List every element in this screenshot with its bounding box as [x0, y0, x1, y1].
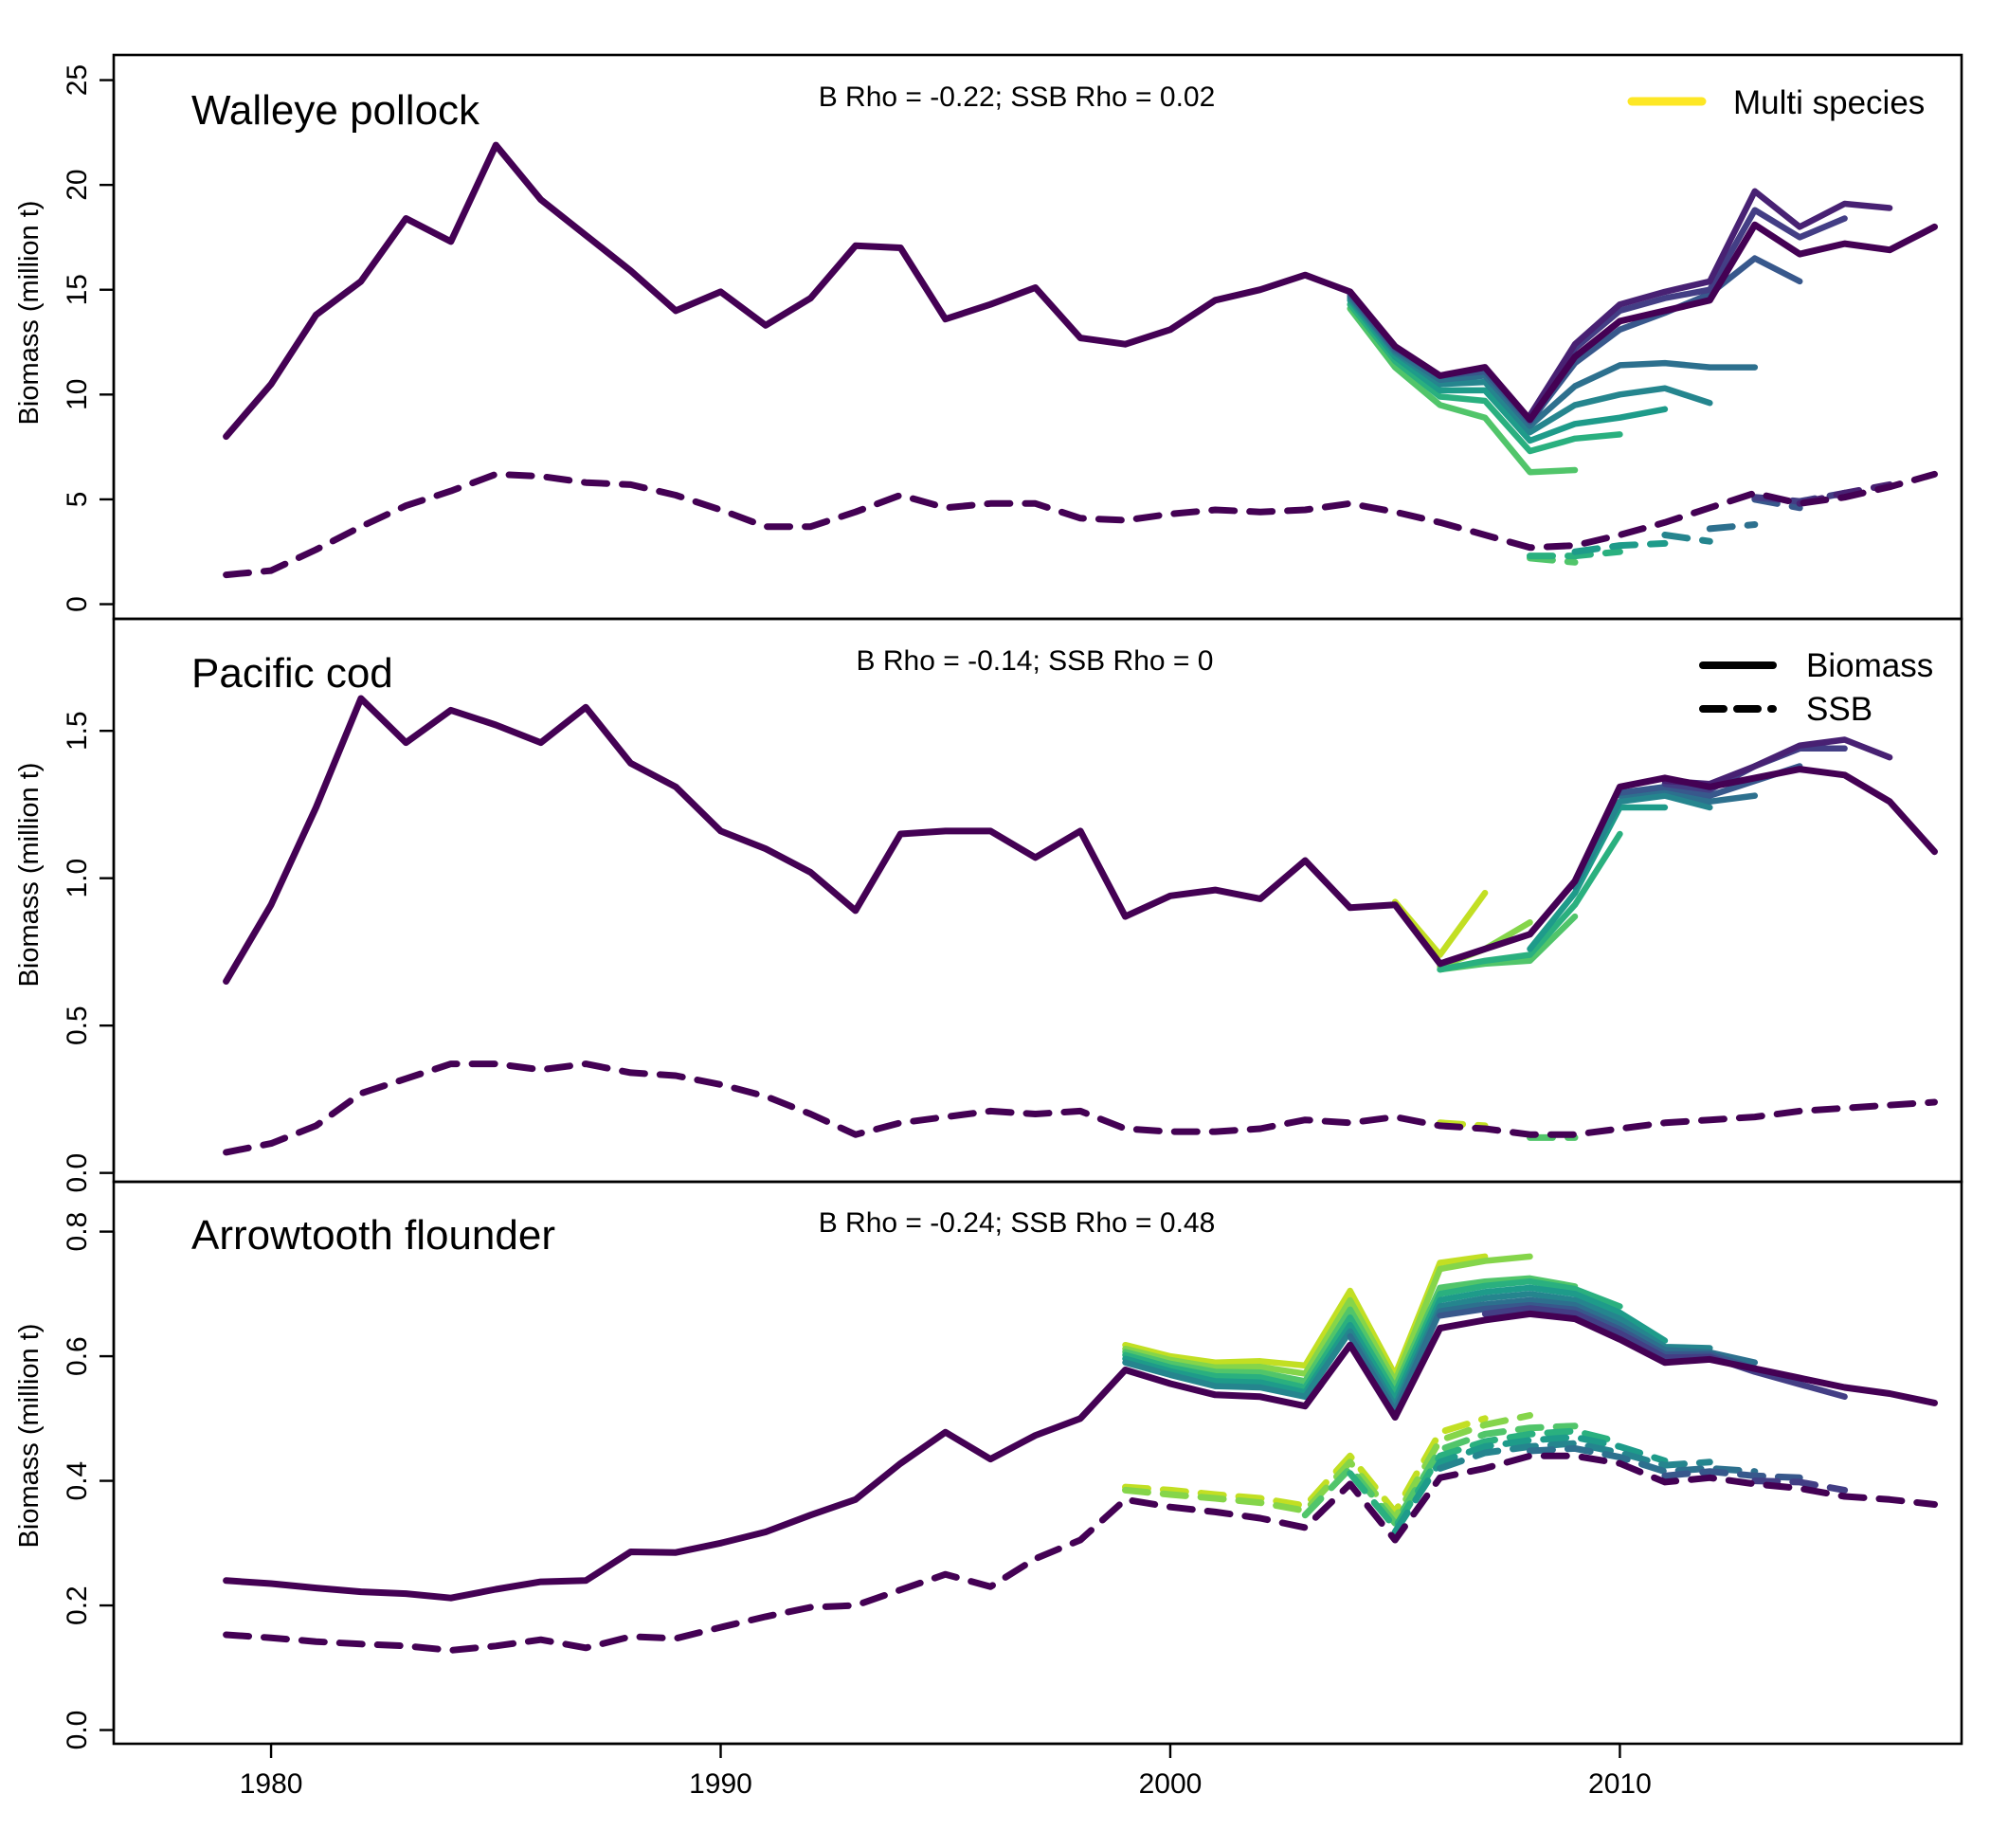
y-tick-label: 0.0 — [62, 1711, 93, 1750]
ssb-retro-2010 — [1527, 548, 1623, 560]
biomass-retro-2010 — [1347, 300, 1623, 455]
biomass-retro-2012 — [1571, 792, 1713, 891]
legend-line-type: Biomass SSB — [1699, 647, 1933, 728]
legend-ssb-label: SSB — [1806, 691, 1872, 728]
y-axis-label: Biomass (million t) — [14, 1324, 45, 1549]
x-axis: 1980 1990 2000 2010 — [240, 1742, 1652, 1800]
ssb-retro-2011 — [1571, 539, 1669, 555]
ssb-retro-2012 — [1437, 1440, 1713, 1472]
biomass-retro-2010 — [1122, 1277, 1623, 1397]
series-layer — [223, 141, 1938, 579]
ssb-retro-2015 — [1751, 1477, 1849, 1494]
plot-area — [223, 695, 1938, 1156]
x-tick-label: 2000 — [1139, 1768, 1203, 1800]
legend-biomass-label: Biomass — [1806, 647, 1933, 684]
ssb-base — [223, 1452, 1938, 1654]
y-axis: 0.0 0.5 1.0 1.5 — [62, 711, 116, 1193]
y-tick-label: 1.5 — [62, 711, 93, 751]
biomass-retro-2011 — [1347, 297, 1669, 444]
ssb-retro-2013 — [1527, 1444, 1759, 1476]
biomass-retro-2008 — [1122, 1253, 1533, 1385]
y-tick-label: 25 — [62, 64, 93, 96]
y-tick-label: 15 — [62, 274, 93, 305]
ssb-retro-2013 — [1706, 521, 1759, 533]
plot-area — [223, 1253, 1938, 1654]
biomass-base — [223, 141, 1938, 441]
panel-title: Walleye pollock — [191, 87, 480, 134]
panel-title: Arrowtooth flounder — [191, 1212, 555, 1259]
panel-title: Pacific cod — [191, 650, 393, 697]
y-tick-label: 0.5 — [62, 1006, 93, 1045]
series-layer — [223, 1253, 1938, 1654]
biomass-retro-2016 — [1527, 188, 1893, 419]
ssb-retro-2014 — [1661, 1468, 1803, 1481]
x-tick-label: 2010 — [1588, 1768, 1652, 1800]
biomass-retro-2013 — [1347, 1296, 1759, 1415]
legend-multi-species: Multi species — [1627, 84, 1925, 121]
x-tick-label: 1980 — [240, 1768, 303, 1800]
legend-multi-species-label: Multi species — [1733, 84, 1925, 121]
y-tick-label: 0.4 — [62, 1461, 93, 1501]
y-tick-label: 10 — [62, 379, 93, 410]
series-layer — [223, 695, 1938, 1156]
biomass-retro-2009 — [1347, 305, 1579, 476]
ssb-retro-2010 — [1347, 1427, 1623, 1531]
x-tick-label: 1990 — [689, 1768, 752, 1800]
y-tick-label: 0.0 — [62, 1153, 93, 1193]
panel-pacific-cod: 0.0 0.5 1.0 1.5 Pacific cod B Rho = -0.14; … — [14, 645, 1938, 1193]
biomass-base — [223, 695, 1938, 985]
ssb-retro-2012 — [1661, 532, 1713, 545]
y-tick-label: 0.2 — [62, 1585, 93, 1625]
biomass-retro-2015 — [1527, 207, 1848, 421]
y-tick-label: 20 — [62, 169, 93, 200]
biomass-retro-2010 — [1437, 830, 1623, 973]
rho-annotation: B Rho = -0.14; SSB Rho = 0 — [857, 645, 1214, 677]
ssb-base — [223, 1060, 1938, 1156]
ssb-retro-2008 — [1122, 1412, 1533, 1522]
biomass-base — [223, 1310, 1938, 1602]
biomass-retro-2015 — [1481, 1305, 1848, 1401]
y-tick-label: 0.8 — [62, 1212, 93, 1252]
biomass-retro-2009 — [1122, 1275, 1579, 1391]
y-axis-label: Biomass (million t) — [14, 201, 45, 426]
y-axis-label: Biomass (million t) — [14, 763, 45, 987]
ssb-retro-2011 — [1391, 1434, 1669, 1535]
ssb-retro-2007 — [1122, 1415, 1489, 1515]
y-tick-label: 0.6 — [62, 1336, 93, 1376]
plot-area — [223, 141, 1938, 579]
y-tick-label: 0 — [62, 596, 93, 612]
rho-annotation: B Rho = -0.22; SSB Rho = 0.02 — [819, 82, 1216, 113]
y-tick-label: 1.0 — [62, 859, 93, 898]
y-tick-label: 5 — [62, 492, 93, 508]
ssb-base — [223, 470, 1938, 579]
panel-walleye-pollock: 0 5 10 15 20 25 Walleye pollock B Rho = -0.22… — [14, 64, 1938, 612]
ssb-retro-2009 — [1301, 1422, 1579, 1527]
rho-annotation: B Rho = -0.24; SSB Rho = 0.48 — [819, 1207, 1216, 1239]
